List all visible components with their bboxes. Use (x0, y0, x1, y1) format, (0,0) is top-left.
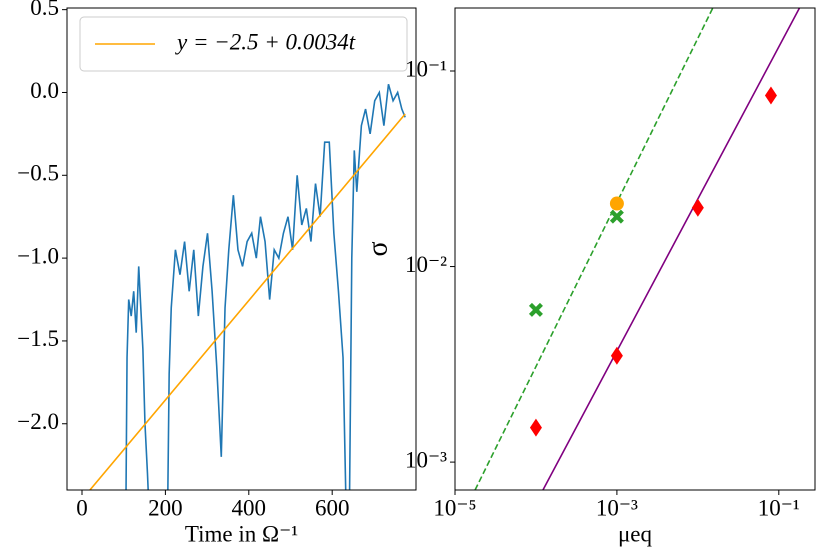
circle-marker (609, 196, 624, 211)
series-line (89, 113, 406, 490)
diamond-marker (529, 418, 542, 437)
y-tick-label: 10⁻² (405, 252, 447, 277)
plot-area (89, 83, 406, 490)
series-line (542, 8, 801, 490)
x-marker (609, 209, 624, 224)
plot-area (474, 8, 801, 490)
x-tick-label: 600 (315, 495, 350, 520)
series-line (474, 8, 714, 490)
series-line (125, 83, 406, 490)
x-tick-label: 400 (232, 495, 267, 520)
y-tick-label: −1.0 (17, 243, 59, 268)
y-tick-label: 10⁻³ (405, 447, 447, 472)
y-tick-label: 10⁻¹ (405, 56, 447, 81)
axes-frame (66, 7, 417, 491)
x-tick-label: 200 (148, 495, 183, 520)
x-axis-label: μeq (618, 521, 653, 546)
y-tick-label: −2.0 (17, 409, 59, 434)
x-axis-label: Time in Ω⁻¹ (185, 521, 298, 546)
x-tick-label: 10⁻¹ (758, 495, 800, 520)
diamond-marker (764, 86, 777, 105)
x-tick-label: 10⁻³ (596, 495, 638, 520)
diamond-marker (610, 346, 623, 365)
x-tick-label: 0 (76, 495, 88, 520)
x-tick-label: 10⁻⁵ (433, 495, 476, 520)
legend-label: y = −2.5 + 0.0034t (175, 29, 356, 54)
y-tick-label: 0.0 (30, 78, 59, 103)
x-marker (528, 302, 543, 317)
axes-frame (454, 7, 816, 491)
legend-box (79, 16, 408, 72)
y-tick-label: −1.5 (17, 326, 59, 351)
diamond-marker (691, 198, 704, 217)
y-tick-label: 0.5 (30, 0, 59, 20)
y-axis-label: σ (362, 241, 393, 256)
y-tick-label: −0.5 (17, 161, 59, 186)
